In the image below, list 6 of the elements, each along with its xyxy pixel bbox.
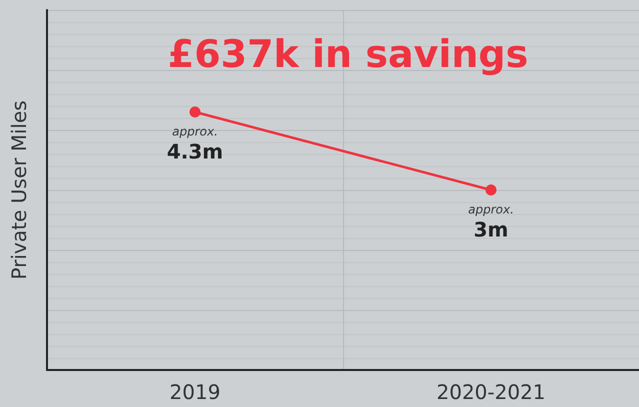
data-label: approx. 3m xyxy=(468,202,514,242)
data-label: approx. 4.3m xyxy=(166,124,224,164)
x-tick-label: 2019 xyxy=(170,380,220,404)
text: £637k in savings xyxy=(168,32,528,76)
y-axis-title: Private User Miles xyxy=(7,100,31,280)
x-tick-label: 2020-2021 xyxy=(436,380,546,404)
